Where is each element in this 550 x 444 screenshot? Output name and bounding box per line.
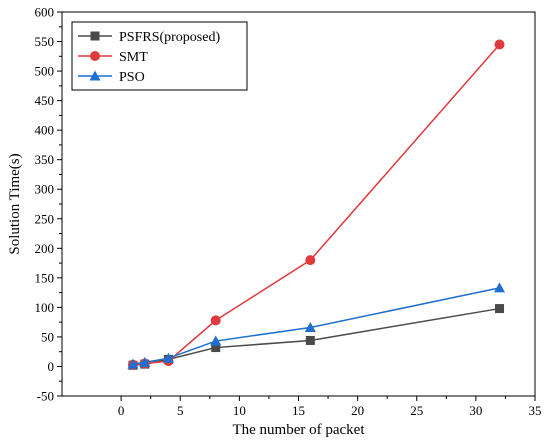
legend-item-square: PSFRS(proposed) — [78, 30, 220, 45]
data-point-circle — [305, 255, 316, 266]
y-tick-label: 350 — [35, 152, 55, 167]
x-tick-label: 20 — [351, 403, 364, 418]
data-point-triangle — [127, 358, 139, 369]
legend: PSFRS(proposed) SMT PSO — [71, 21, 248, 91]
series-line-circle — [132, 43, 501, 366]
data-point-triangle — [494, 282, 506, 293]
data-point-circle — [210, 315, 221, 326]
y-tick-label: 250 — [35, 211, 55, 226]
y-tick-label: 550 — [35, 34, 55, 49]
legend-label: PSFRS(proposed) — [119, 30, 220, 45]
y-axis-label: Solution Time(s) — [7, 153, 23, 254]
series-line-triangle — [132, 287, 500, 365]
x-tick-label: 0 — [118, 403, 125, 418]
x-tick-label: 30 — [469, 403, 482, 418]
x-tick-label: 25 — [410, 403, 423, 418]
y-tick-label: 500 — [35, 64, 55, 79]
x-axis-label: The number of packet — [232, 422, 365, 438]
axis-ticks: 0 5 10 15 20 25 30 35 -50 0 50 100 150 200 250 300 350 40… — [35, 5, 542, 419]
y-tick-label: -50 — [37, 389, 54, 404]
legend-marker-triangle — [89, 70, 101, 81]
y-tick-label: 50 — [41, 329, 54, 344]
x-tick-label: 10 — [233, 403, 246, 418]
legend-item-triangle: PSO — [78, 70, 145, 85]
series-square — [128, 304, 505, 370]
legend-item-circle: SMT — [78, 50, 148, 65]
legend-marker-square — [90, 31, 100, 41]
data-point-square — [305, 335, 315, 345]
y-tick-label: 600 — [35, 5, 55, 20]
legend-label: PSO — [119, 70, 145, 85]
y-tick-label: 100 — [35, 300, 55, 315]
legend-label: SMT — [119, 50, 148, 65]
legend-marker-circle — [90, 51, 100, 61]
y-tick-label: 300 — [35, 182, 55, 197]
data-point-triangle — [210, 335, 222, 346]
y-tick-label: 150 — [35, 270, 55, 285]
data-point-square — [495, 304, 505, 314]
y-tick-label: 0 — [48, 359, 55, 374]
data-point-square — [211, 343, 221, 353]
data-point-triangle — [304, 321, 316, 332]
series-triangle — [127, 282, 506, 369]
x-tick-label: 5 — [177, 403, 184, 418]
data-point-triangle — [162, 352, 174, 363]
series-layer — [127, 39, 506, 370]
y-tick-label: 450 — [35, 93, 55, 108]
data-point-triangle — [139, 356, 151, 367]
plot-frame — [61, 11, 536, 397]
series-line-square — [132, 307, 500, 367]
data-point-circle — [494, 39, 505, 50]
x-tick-label: 35 — [529, 403, 542, 418]
x-tick-label: 15 — [292, 403, 305, 418]
y-tick-label: 400 — [35, 123, 55, 138]
y-tick-label: 200 — [35, 241, 55, 256]
